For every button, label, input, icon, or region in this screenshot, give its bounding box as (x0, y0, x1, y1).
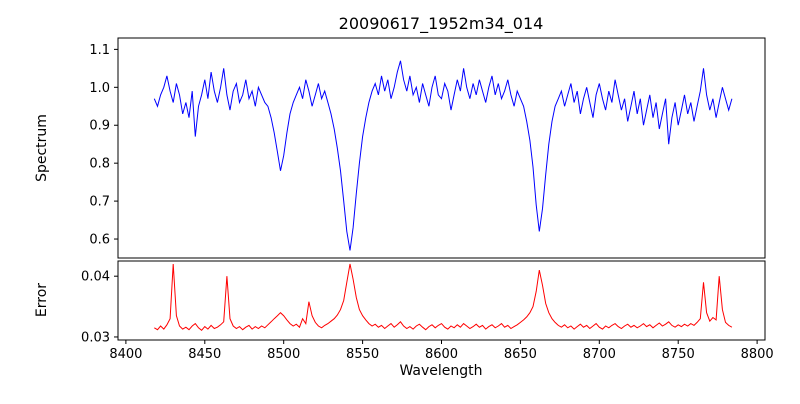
spectrum-panel-border (117, 37, 766, 259)
spectrum-y-tick-label: 0.7 (89, 195, 110, 210)
spectrum-y-tick-label: 0.6 (89, 233, 110, 248)
spectrum-y-tick-label: 0.9 (89, 119, 110, 134)
x-tick-label: 8450 (188, 347, 221, 362)
chart-title: 20090617_1952m34_014 (339, 14, 544, 34)
spectrum-y-tick-label: 1.0 (89, 81, 110, 96)
error-y-tick-label: 0.03 (81, 330, 110, 345)
error-y-axis-label: Error (34, 283, 50, 317)
x-tick-label: 8550 (346, 347, 379, 362)
spectrum-y-axis-label: Spectrum (34, 114, 50, 182)
x-tick-label: 8400 (109, 347, 142, 362)
error-line (154, 263, 733, 331)
x-tick-label: 8600 (425, 347, 458, 362)
spectrum-y-tick-label: 1.1 (89, 43, 110, 58)
x-tick-label: 8500 (267, 347, 300, 362)
x-tick-label: 8700 (583, 347, 616, 362)
x-tick-label: 8750 (662, 347, 695, 362)
error-y-tick-label: 0.04 (81, 270, 110, 285)
plot-layer: 0.6 0.7 0.8 0.9 1.0 1.1 0.03 0.04 8400 8450 8500 85… (81, 37, 774, 362)
x-tick-label: 8800 (741, 347, 774, 362)
x-tick-label: 8650 (504, 347, 537, 362)
spectrum-line (153, 60, 733, 251)
spectrum-y-tick-label: 0.8 (89, 157, 110, 172)
x-axis-label: Wavelength (399, 363, 482, 379)
